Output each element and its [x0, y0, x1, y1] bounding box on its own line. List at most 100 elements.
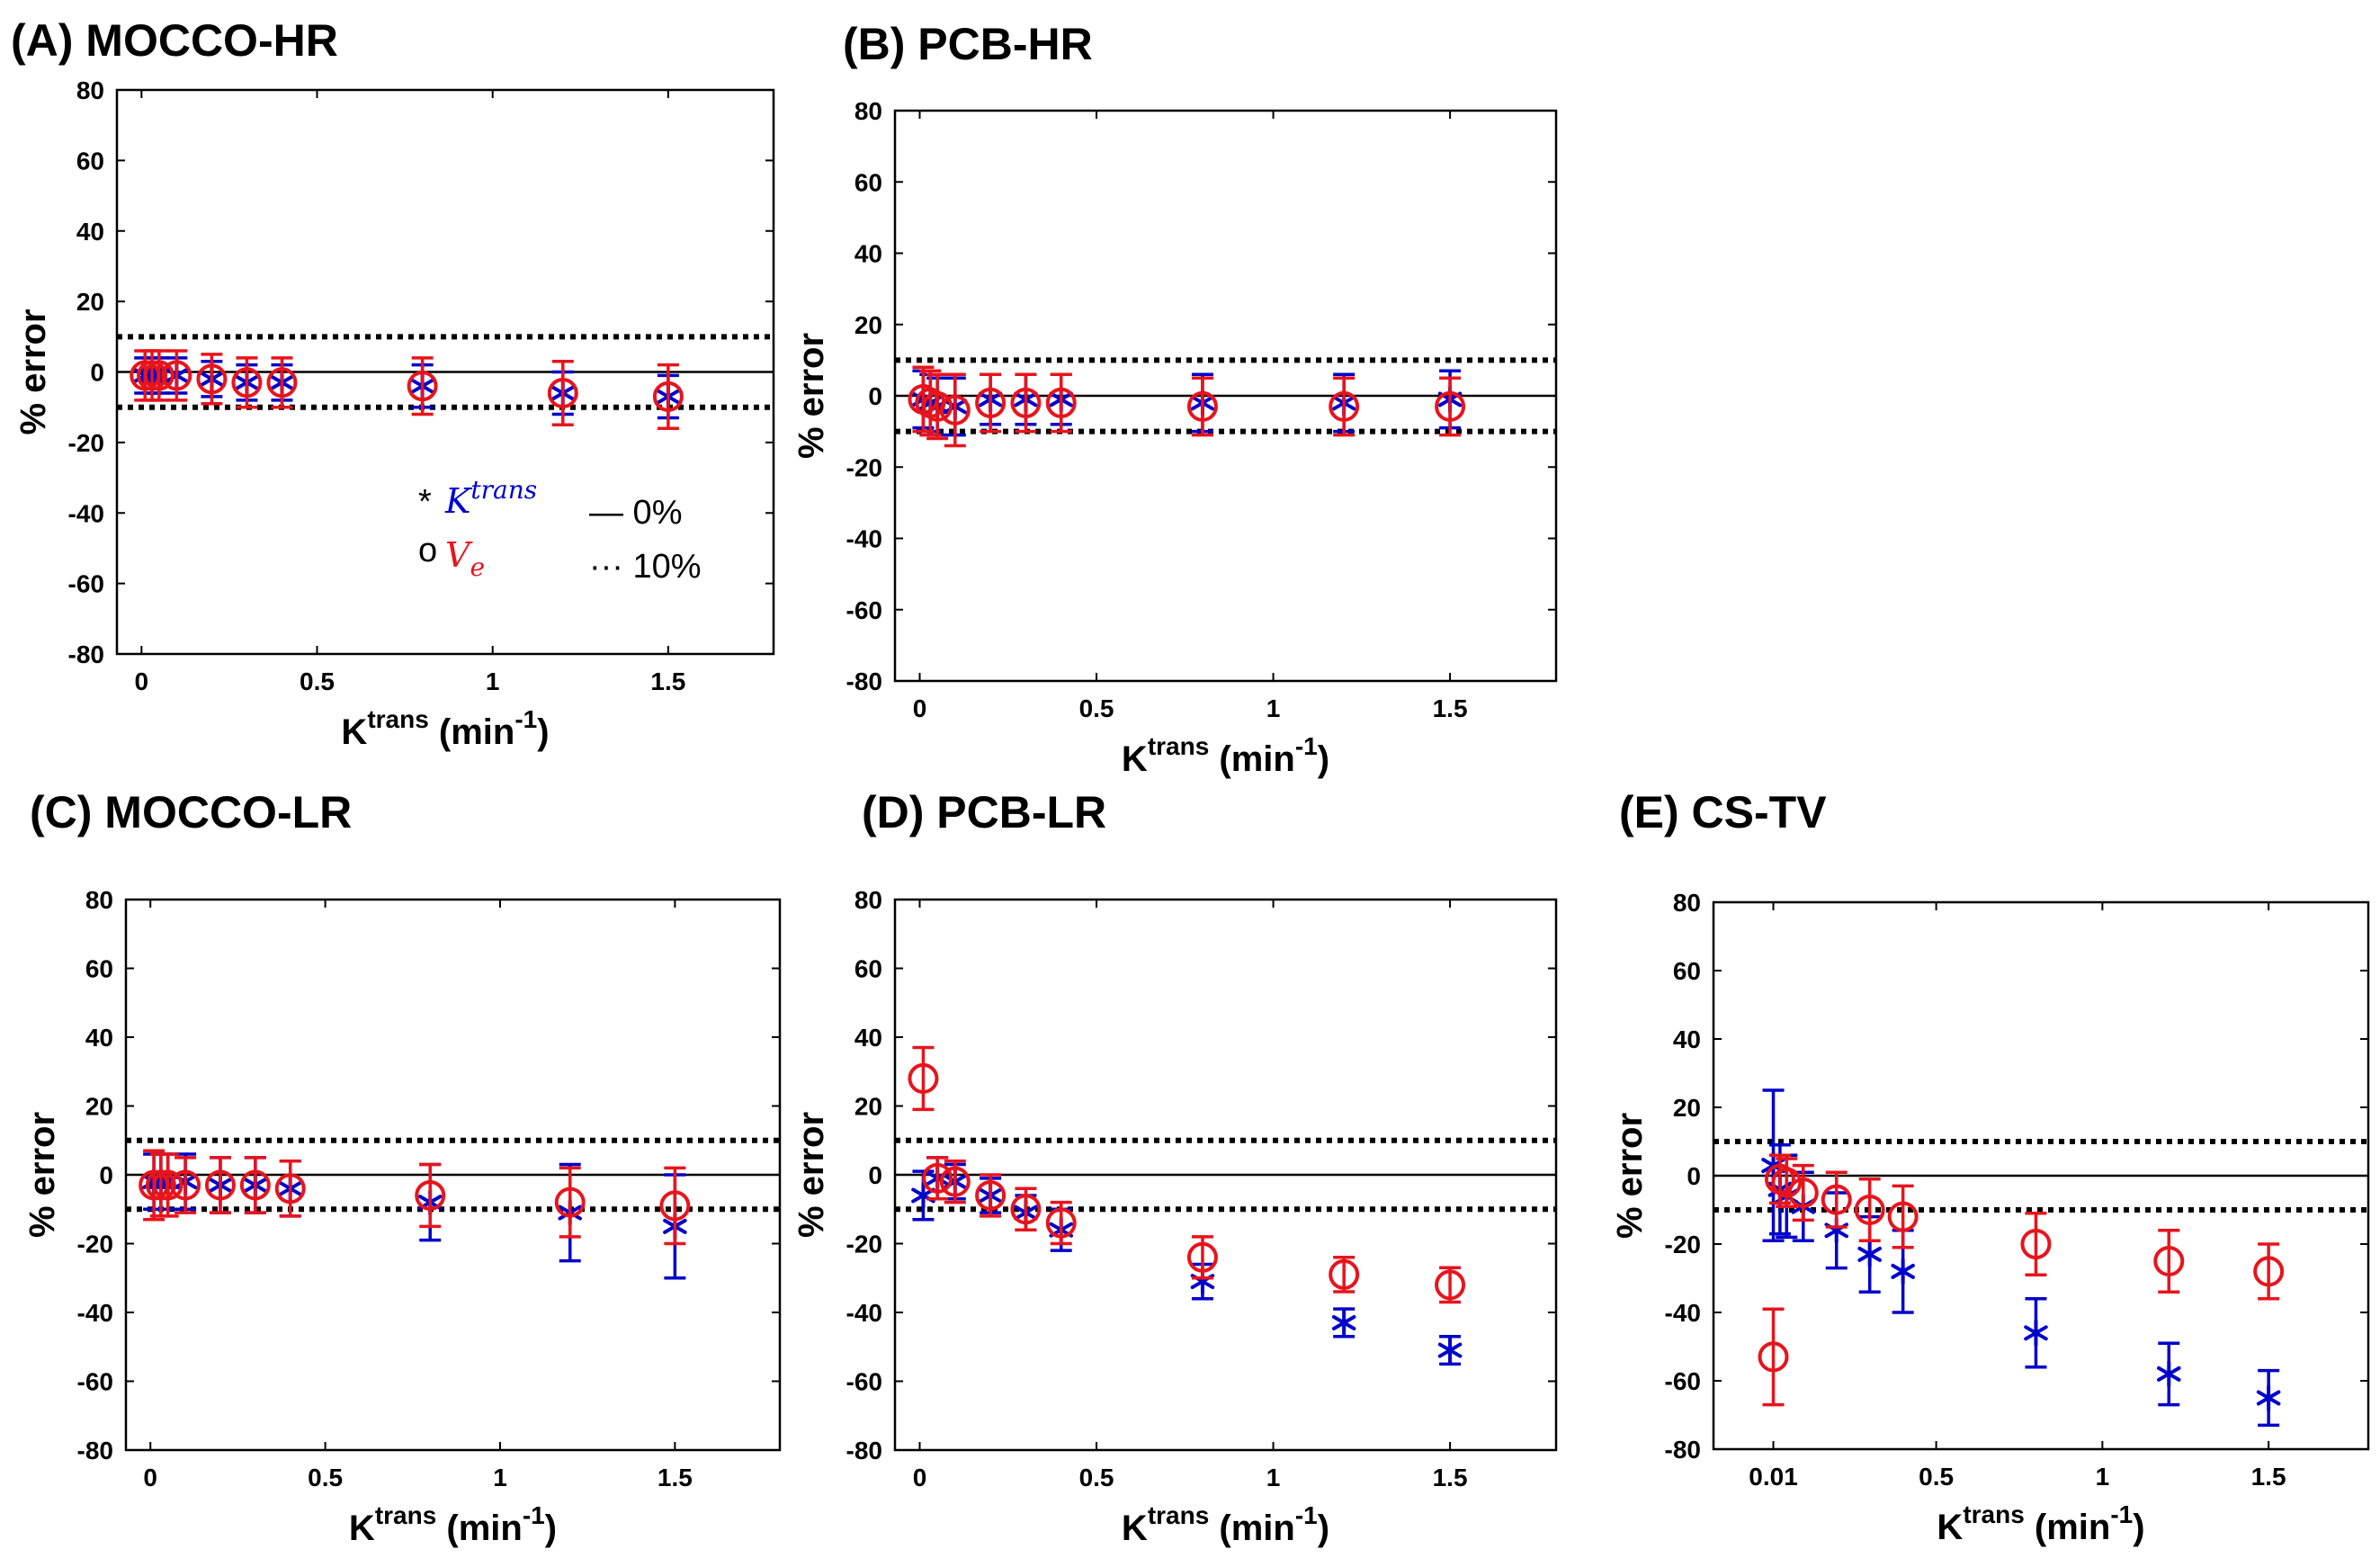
x-tick-label: 0.5: [1079, 694, 1114, 722]
x-axis-label-unit-sup: -1: [2110, 1500, 2133, 1528]
ve-error-bar: [209, 1156, 231, 1214]
x-axis-label: Ktrans (min-1): [1122, 1501, 1329, 1548]
chart-panel-3: (D) PCB-LR 80 60 40 20 0 -20 -40 -60 -80 0 0.5 1 1.5%…: [792, 787, 1558, 1548]
x-tick-label: 1: [2096, 1463, 2110, 1491]
x-axis-label-sup: trans: [1963, 1500, 2024, 1528]
legend-ktrans-marker: *: [418, 483, 432, 521]
ve-error-bar: [1762, 1307, 1785, 1407]
ve-error-bar: [2258, 1242, 2280, 1301]
x-axis-label-unit: (min: [2025, 1508, 2111, 1547]
y-tick-label: 40: [854, 1024, 882, 1052]
x-axis-label-sup: trans: [1148, 1501, 1209, 1529]
ve-point: [547, 378, 578, 409]
ve-error-bar: [559, 1166, 581, 1239]
x-axis-label-main: K: [1122, 1509, 1148, 1548]
x-tick-label: 1: [1266, 694, 1281, 722]
x-axis-label-close: ): [1318, 739, 1329, 779]
y-tick-label: 20: [85, 1093, 113, 1121]
x-tick-label: 0: [135, 667, 149, 695]
ve-error-bar: [1050, 372, 1072, 434]
x-axis-label-main: K: [341, 712, 367, 752]
ve-error-bar: [419, 1162, 442, 1229]
ve-point: [152, 1169, 183, 1201]
ve-error-bar: [1439, 1266, 1462, 1304]
y-tick-label: 0: [868, 1161, 882, 1189]
ve-error-bar: [166, 349, 188, 402]
ve-point: [274, 1173, 306, 1204]
ve-point: [1329, 1258, 1360, 1290]
y-tick-label: -60: [77, 1368, 113, 1396]
y-tick-label: -80: [77, 1437, 113, 1464]
x-tick-label: 1.5: [1433, 1464, 1468, 1491]
ve-error-bar: [1439, 376, 1462, 437]
x-axis-label-sup: trans: [367, 705, 428, 733]
x-tick-label: 0.01: [1749, 1463, 1798, 1491]
ve-point: [939, 1166, 971, 1197]
legend-ve-main: V: [445, 535, 473, 575]
y-tick-label: 60: [76, 147, 104, 175]
ve-error-bar: [657, 363, 679, 430]
y-tick-label: -40: [846, 1299, 882, 1327]
x-axis-label-unit: (min: [436, 1509, 523, 1548]
x-axis-label-close: ): [1318, 1509, 1329, 1548]
legend-dotted-label: ··· 10%: [589, 548, 702, 586]
ktrans-point: [1857, 1240, 1882, 1268]
x-axis-label-sup: trans: [375, 1501, 436, 1529]
ve-point: [975, 1179, 1007, 1211]
ve-error-bar: [157, 1152, 179, 1218]
chart-title: (A) MOCCO-HR: [11, 15, 338, 66]
y-tick-label: 80: [76, 76, 104, 104]
ve-error-bar: [980, 372, 1002, 434]
ve-point: [170, 1169, 201, 1201]
ve-point: [1887, 1201, 1919, 1232]
y-tick-label: 0: [1687, 1162, 1701, 1190]
ve-error-bar: [664, 1166, 686, 1246]
ve-point: [1758, 1341, 1789, 1373]
ve-error-bar: [279, 1159, 301, 1218]
ve-point: [1435, 1269, 1466, 1301]
ve-error-bar: [1333, 376, 1356, 437]
chart-title: (E) CS-TV: [1619, 787, 1827, 837]
x-tick-label: 0.5: [1919, 1463, 1954, 1491]
y-tick-label: -60: [68, 570, 104, 598]
ktrans-point: [2256, 1384, 2281, 1411]
y-tick-label: 20: [1673, 1094, 1701, 1122]
ve-point: [939, 394, 971, 425]
x-tick-label: 0: [913, 1464, 927, 1491]
y-tick-label: 80: [854, 886, 882, 914]
ve-point: [554, 1186, 586, 1218]
legend-ve-sub: e: [470, 552, 485, 582]
x-axis-label-close: ): [2133, 1508, 2144, 1547]
y-tick-label: -40: [846, 525, 882, 553]
legend-solid-label: — 0%: [589, 494, 682, 532]
ve-error-bar: [236, 356, 258, 409]
y-tick-label: -20: [846, 453, 882, 481]
x-tick-label: 1.5: [1433, 694, 1468, 722]
x-tick-label: 1.5: [2251, 1463, 2286, 1491]
x-axis-label: Ktrans (min-1): [1937, 1500, 2144, 1547]
legend-ve-label: Ve: [445, 535, 485, 582]
y-tick-label: 80: [1673, 889, 1701, 917]
x-axis-label-unit-sup: -1: [1295, 1501, 1318, 1529]
y-tick-label: -20: [68, 429, 104, 457]
x-tick-label: 1: [493, 1464, 507, 1491]
chart-panel-2: (C) MOCCO-LR 80 60 40 20 0 -20 -40 -60 -80 0 0.5 1 1.…: [22, 787, 782, 1548]
y-tick-label: -40: [1665, 1299, 1701, 1327]
chart-panel-1: (B) PCB-HR 80 60 40 20 0 -20 -40 -60 -80 0 0.5 1 1.5%…: [792, 19, 1558, 779]
legend-ve-marker: o: [418, 532, 437, 569]
chart-title: (C) MOCCO-LR: [30, 787, 352, 837]
ve-point: [659, 1190, 691, 1222]
ve-error-bar: [411, 356, 434, 416]
ve-point: [975, 387, 1007, 418]
ve-error-bar: [1858, 1177, 1881, 1242]
ve-point: [1186, 390, 1218, 422]
y-tick-label: 80: [85, 886, 113, 914]
ve-point: [922, 1162, 953, 1194]
y-tick-label: 60: [854, 168, 882, 196]
x-axis-label-main: K: [349, 1509, 375, 1548]
x-axis-label-main: K: [1122, 739, 1148, 779]
ve-point: [1045, 387, 1077, 418]
ktrans-point: [2157, 1360, 2181, 1388]
